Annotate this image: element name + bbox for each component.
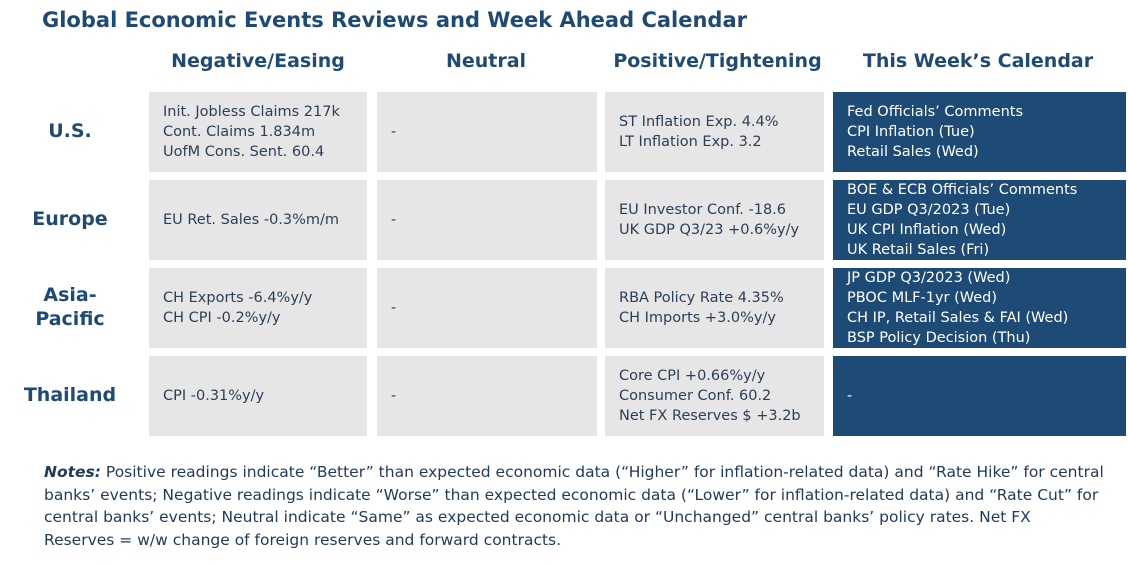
cell-thailand-neutral: -: [377, 356, 597, 436]
cell-line: EU GDP Q3/2023 (Tue): [847, 202, 1011, 218]
page-title: Global Economic Events Reviews and Week …: [42, 8, 747, 32]
cell-line: JP GDP Q3/2023 (Wed): [847, 270, 1011, 286]
cell-line: EU Ret. Sales -0.3%m/m: [163, 212, 340, 228]
cell-line: Retail Sales (Wed): [847, 144, 979, 160]
cell-europe-neutral: -: [377, 180, 597, 260]
cell-line: CPI -0.31%y/y: [163, 388, 265, 404]
cell-line: UK CPI Inflation (Wed): [847, 222, 1007, 238]
cell-europe-positive: EU Investor Conf. -18.6 UK GDP Q3/23 +0.…: [605, 180, 824, 260]
row-label-line: Pacific: [35, 308, 105, 330]
cell-line: BSP Policy Decision (Thu): [847, 330, 1031, 346]
row-label-asia-pacific: Asia- Pacific: [8, 268, 132, 348]
cell-line: ST Inflation Exp. 4.4%: [619, 114, 779, 130]
cell-line: CH IP, Retail Sales & FAI (Wed): [847, 310, 1069, 326]
cell-thailand-positive: Core CPI +0.66%y/y Consumer Conf. 60.2 N…: [605, 356, 824, 436]
cell-line: LT Inflation Exp. 3.2: [619, 134, 762, 150]
cell-line: -: [847, 388, 853, 404]
cell-line: Net FX Reserves $ +3.2b: [619, 408, 801, 424]
cell-thailand-negative: CPI -0.31%y/y: [149, 356, 367, 436]
cell-asia-negative: CH Exports -6.4%y/y CH CPI -0.2%y/y: [149, 268, 367, 348]
cell-line: Core CPI +0.66%y/y: [619, 368, 766, 384]
cell-line: -: [391, 300, 397, 316]
cell-line: UK Retail Sales (Fri): [847, 242, 990, 258]
cell-line: UofM Cons. Sent. 60.4: [163, 144, 325, 160]
cell-us-positive: ST Inflation Exp. 4.4% LT Inflation Exp.…: [605, 92, 824, 172]
row-label-europe: Europe: [32, 208, 108, 231]
cell-line: Fed Officials’ Comments: [847, 104, 1023, 120]
column-header-calendar: This Week’s Calendar: [862, 50, 1094, 72]
notes: Notes: Positive readings indicate “Bette…: [44, 461, 1104, 551]
cell-line: CPI Inflation (Tue): [847, 124, 975, 140]
cell-line: Init. Jobless Claims 217k: [163, 104, 340, 120]
cell-line: CH Imports +3.0%y/y: [619, 310, 776, 326]
cell-europe-negative: EU Ret. Sales -0.3%m/m: [149, 180, 367, 260]
cell-line: Consumer Conf. 60.2: [619, 388, 772, 404]
cell-asia-calendar: JP GDP Q3/2023 (Wed) PBOC MLF-1yr (Wed) …: [833, 268, 1126, 348]
row-label-line: Asia-: [43, 284, 97, 307]
cell-line: Cont. Claims 1.834m: [163, 124, 316, 140]
cell-us-negative: Init. Jobless Claims 217k Cont. Claims 1…: [149, 92, 367, 172]
cell-line: -: [391, 388, 397, 404]
cell-line: BOE & ECB Officials’ Comments: [847, 182, 1078, 198]
cell-line: EU Investor Conf. -18.6: [619, 202, 787, 218]
cell-line: -: [391, 212, 397, 228]
cell-line: UK GDP Q3/23 +0.6%y/y: [619, 222, 800, 238]
cell-line: RBA Policy Rate 4.35%: [619, 290, 784, 306]
cell-line: CH Exports -6.4%y/y: [163, 290, 313, 306]
cell-europe-calendar: BOE & ECB Officials’ Comments EU GDP Q3/…: [833, 180, 1126, 260]
notes-text: Positive readings indicate “Better” than…: [44, 463, 1104, 549]
cell-line: -: [391, 124, 397, 140]
cell-us-calendar: Fed Officials’ Comments CPI Inflation (T…: [833, 92, 1126, 172]
cell-asia-positive: RBA Policy Rate 4.35% CH Imports +3.0%y/…: [605, 268, 824, 348]
notes-label: Notes:: [44, 463, 101, 481]
cell-asia-neutral: -: [377, 268, 597, 348]
cell-line: PBOC MLF-1yr (Wed): [847, 290, 998, 306]
cell-thailand-calendar: -: [833, 356, 1126, 436]
cell-line: CH CPI -0.2%y/y: [163, 310, 281, 326]
column-header-positive: Positive/Tightening: [613, 50, 822, 72]
cell-us-neutral: -: [377, 92, 597, 172]
row-label-thailand: Thailand: [23, 384, 117, 407]
column-header-neutral: Neutral: [445, 50, 527, 72]
column-header-negative: Negative/Easing: [171, 50, 345, 72]
row-label-us: U.S.: [48, 120, 92, 143]
